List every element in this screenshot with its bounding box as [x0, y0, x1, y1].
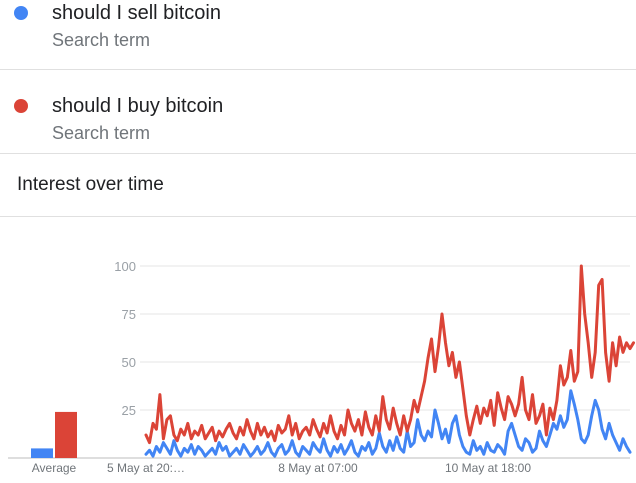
y-tick-label-100: 100 [114, 259, 136, 274]
series-line-buy [144, 264, 635, 445]
sell-series-color-dot [14, 6, 28, 20]
grid-layer [8, 265, 630, 459]
average-label: Average [32, 461, 77, 475]
axis-labels: 25 50 75 100 Average 5 May at 20:… 8 May at 07… [32, 259, 532, 475]
series-lines [144, 264, 635, 458]
term-subtitle: Search term [52, 123, 151, 143]
term-name: should I buy bitcoin [52, 95, 224, 117]
y-tick-label-50: 50 [122, 355, 136, 370]
y-tick-label-75: 75 [122, 307, 136, 322]
series-line-sell [144, 389, 632, 458]
search-term-sell[interactable]: should I sell bitcoin Search term [0, 0, 636, 70]
x-tick-label-1: 8 May at 07:00 [278, 461, 358, 475]
y-tick-label-25: 25 [122, 403, 136, 418]
term-subtitle: Search term [52, 30, 151, 50]
term-name: should I sell bitcoin [52, 2, 221, 24]
section-title: Interest over time [17, 174, 164, 195]
average-bar-buy [55, 411, 77, 458]
x-tick-label-0: 5 May at 20:… [107, 461, 185, 475]
section-divider [0, 216, 636, 217]
average-bar-sell [31, 448, 53, 458]
average-bars [31, 411, 77, 458]
buy-series-color-dot [14, 99, 28, 113]
search-term-buy[interactable]: should I buy bitcoin Search term [0, 70, 636, 154]
x-tick-label-2: 10 May at 18:00 [445, 461, 531, 475]
